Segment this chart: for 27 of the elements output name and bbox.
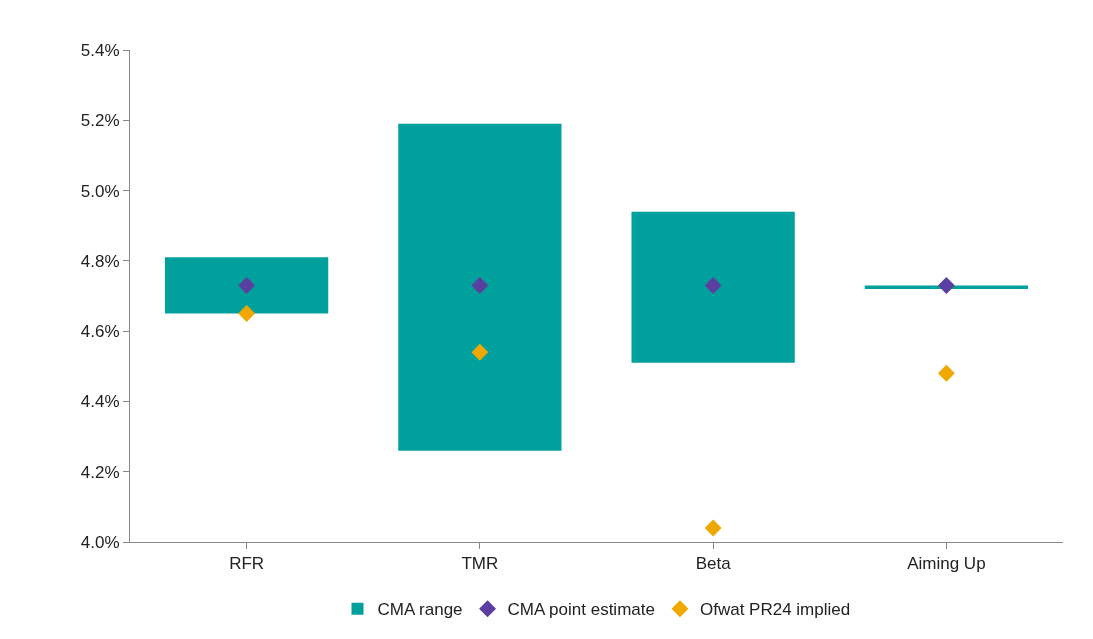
y-tick-label: 5.0% xyxy=(80,181,120,201)
y-tick-label: 5.4% xyxy=(80,40,120,60)
point xyxy=(471,277,489,294)
x-tick-label: TMR xyxy=(461,554,499,574)
bar xyxy=(164,257,329,314)
point xyxy=(238,305,256,323)
x-tick-label: RFR xyxy=(229,554,265,574)
point xyxy=(937,277,955,294)
legend-label: CMA range xyxy=(377,600,463,620)
y-tick-label: 4.4% xyxy=(80,392,120,412)
y-tick-label: 4.6% xyxy=(80,322,120,342)
point xyxy=(704,277,722,294)
x-tick-label: Beta xyxy=(695,554,732,574)
point xyxy=(471,343,489,361)
bar xyxy=(864,285,1029,289)
y-tick-label: 4.8% xyxy=(80,251,120,271)
bar xyxy=(631,211,795,363)
legend-label: Ofwat PR24 implied xyxy=(699,600,851,620)
point xyxy=(704,519,722,537)
x-tick-label: Aiming Up xyxy=(907,554,986,574)
point xyxy=(937,364,955,382)
legend-label: CMA point estimate xyxy=(507,600,655,620)
y-tick-label: 5.2% xyxy=(80,111,120,131)
y-tick-label: 4.0% xyxy=(80,532,120,552)
point xyxy=(238,277,256,294)
bar xyxy=(398,123,562,451)
y-tick-label: 4.2% xyxy=(80,462,120,482)
